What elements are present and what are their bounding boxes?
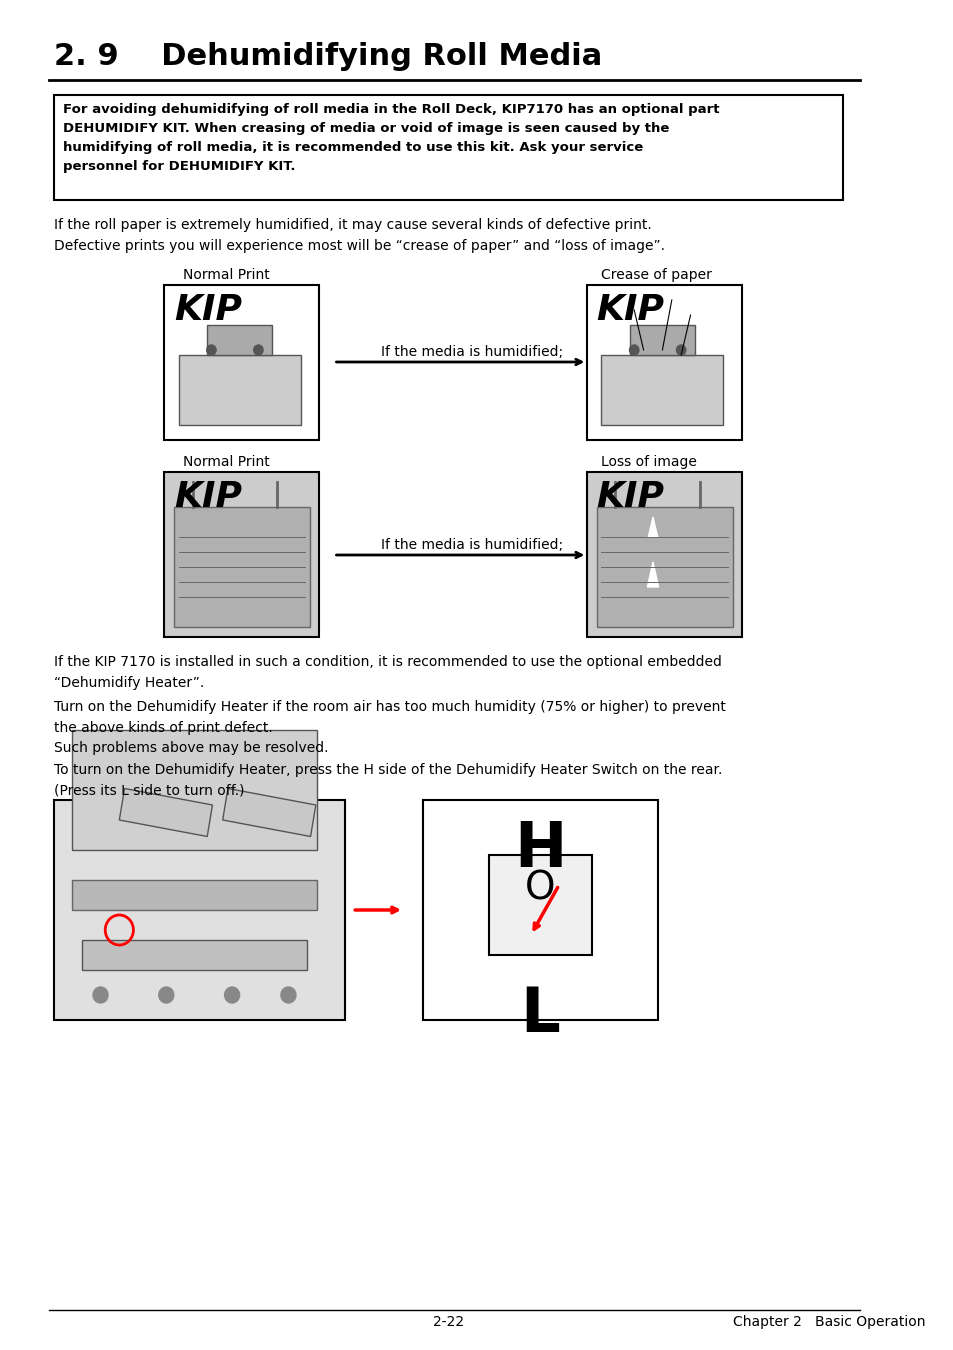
Bar (173, 508, 310, 626)
Bar (178, 355, 300, 425)
Text: KIP: KIP (596, 293, 664, 327)
Text: KIP: KIP (173, 481, 241, 514)
Bar (629, 325, 695, 355)
Bar (119, 788, 213, 837)
Bar (600, 355, 722, 425)
Text: O: O (524, 869, 555, 909)
Bar (587, 285, 741, 440)
Bar (82, 940, 307, 971)
Text: To turn on the Dehumidify Heater, press the H side of the Dehumidify Heater Swit: To turn on the Dehumidify Heater, press … (53, 763, 721, 798)
Text: Chapter 2   Basic Operation: Chapter 2 Basic Operation (732, 1315, 924, 1328)
Text: KIP: KIP (596, 481, 664, 514)
Bar (587, 472, 741, 637)
Text: If the roll paper is extremely humidified, it may cause several kinds of defecti: If the roll paper is extremely humidifie… (53, 217, 664, 252)
Text: Crease of paper: Crease of paper (600, 269, 712, 282)
Text: 2-22: 2-22 (432, 1315, 463, 1328)
Text: Loss of image: Loss of image (600, 455, 697, 468)
Circle shape (253, 346, 263, 355)
Text: Turn on the Dehumidify Heater if the room air has too much humidity (75% or high: Turn on the Dehumidify Heater if the roo… (53, 701, 724, 755)
Bar (422, 801, 657, 1021)
Polygon shape (647, 562, 658, 587)
Text: If the KIP 7170 is installed in such a condition, it is recommended to use the o: If the KIP 7170 is installed in such a c… (53, 655, 720, 690)
Text: If the media is humidified;: If the media is humidified; (380, 539, 562, 552)
Circle shape (629, 346, 639, 355)
Text: KIP: KIP (173, 293, 241, 327)
Bar (72, 880, 316, 910)
Bar (207, 325, 273, 355)
Bar (222, 788, 315, 837)
Text: H: H (514, 819, 566, 880)
Circle shape (224, 987, 239, 1003)
Text: L: L (519, 986, 559, 1045)
Polygon shape (648, 517, 657, 537)
Text: 2. 9    Dehumidifying Roll Media: 2. 9 Dehumidifying Roll Media (53, 42, 601, 72)
Bar (596, 508, 732, 626)
Text: If the media is humidified;: If the media is humidified; (380, 346, 562, 359)
Bar (72, 730, 316, 850)
Circle shape (93, 987, 108, 1003)
Bar (164, 285, 319, 440)
Text: For avoiding dehumidifying of roll media in the Roll Deck, KIP7170 has an option: For avoiding dehumidifying of roll media… (63, 103, 719, 173)
Text: Normal Print: Normal Print (183, 269, 270, 282)
Bar (53, 95, 841, 200)
Circle shape (280, 987, 295, 1003)
Bar (53, 801, 344, 1021)
Text: Normal Print: Normal Print (183, 455, 270, 468)
Bar (164, 472, 319, 637)
Bar (488, 855, 591, 954)
Circle shape (158, 987, 173, 1003)
Circle shape (676, 346, 685, 355)
Circle shape (207, 346, 216, 355)
